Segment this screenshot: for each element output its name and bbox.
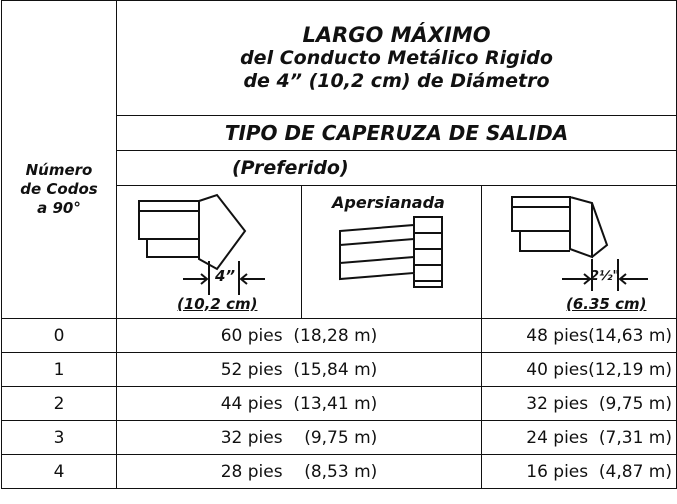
row-header-line: a 90°	[37, 199, 81, 217]
title: LARGO MÁXIMO	[302, 23, 491, 47]
max-length: 24 pies (7,31 m)	[480, 420, 677, 455]
subtitle: de 4” (10,2 cm) de Diámetro	[243, 70, 550, 92]
row-header-line: Número	[25, 161, 93, 179]
hood-type: TIPO DE CAPERUZA DE SALIDA	[115, 115, 677, 151]
hood-icon	[511, 195, 648, 291]
hood-icon	[339, 215, 443, 288]
data-row: 0 60 pies (18,28 m) 48 pies(14,63 m)	[1, 318, 677, 353]
hood-cell: Apersianada	[301, 185, 482, 319]
hood-dimension: 2½"	[590, 268, 620, 284]
hood-cell: 4” (10,2 cm)	[116, 185, 302, 319]
hood-cell: 2½" (6.35 cm)	[480, 185, 677, 319]
elbow-count: 3	[1, 420, 117, 455]
duct-table: Número de Codos a 90° LARGO MÁXIMO del C…	[1, 0, 677, 489]
max-length: 48 pies(14,63 m)	[480, 318, 677, 353]
data-row: 4 28 pies (8,53 m) 16 pies (4,87 m)	[1, 454, 677, 489]
hood-metric: (6.35 cm)	[566, 294, 647, 313]
elbow-count: 4	[1, 454, 117, 489]
data-row: 1 52 pies (15,84 m) 40 pies(12,19 m)	[1, 352, 677, 387]
max-length: 32 pies (9,75 m)	[480, 386, 677, 421]
elbow-count: 1	[1, 352, 117, 387]
max-length: 28 pies (8,53 m)	[116, 454, 482, 489]
max-length: 44 pies (13,41 m)	[116, 386, 482, 421]
row-header-cell: Número de Codos a 90°	[1, 0, 117, 319]
row-header: Número de Codos a 90°	[2, 161, 116, 218]
max-length: 32 pies (9,75 m)	[116, 420, 482, 455]
elbow-count: 0	[1, 318, 117, 353]
data-rows: 0 60 pies (18,28 m) 48 pies(14,63 m) 1 52 pi…	[1, 318, 677, 489]
max-length: 40 pies(12,19 m)	[480, 352, 677, 387]
max-length: 16 pies (4,87 m)	[480, 454, 677, 489]
preferred: (Preferido)	[115, 150, 677, 186]
hood-label: Apersianada	[332, 192, 445, 212]
hood-metric: (10,2 cm)	[177, 294, 258, 313]
data-row: 3 32 pies (9,75 m) 24 pies (7,31 m)	[1, 420, 677, 455]
hood-icon	[138, 193, 265, 295]
subtitle: del Conducto Metálico Rigido	[240, 47, 553, 69]
title-cell: LARGO MÁXIMO del Conducto Metálico Rigid…	[115, 0, 677, 116]
row-header-line: de Codos	[20, 180, 98, 198]
max-length: 60 pies (18,28 m)	[116, 318, 482, 353]
hood-dimension: 4”	[215, 266, 236, 285]
max-length: 52 pies (15,84 m)	[116, 352, 482, 387]
elbow-count: 2	[1, 386, 117, 421]
data-row: 2 44 pies (13,41 m) 32 pies (9,75 m)	[1, 386, 677, 421]
